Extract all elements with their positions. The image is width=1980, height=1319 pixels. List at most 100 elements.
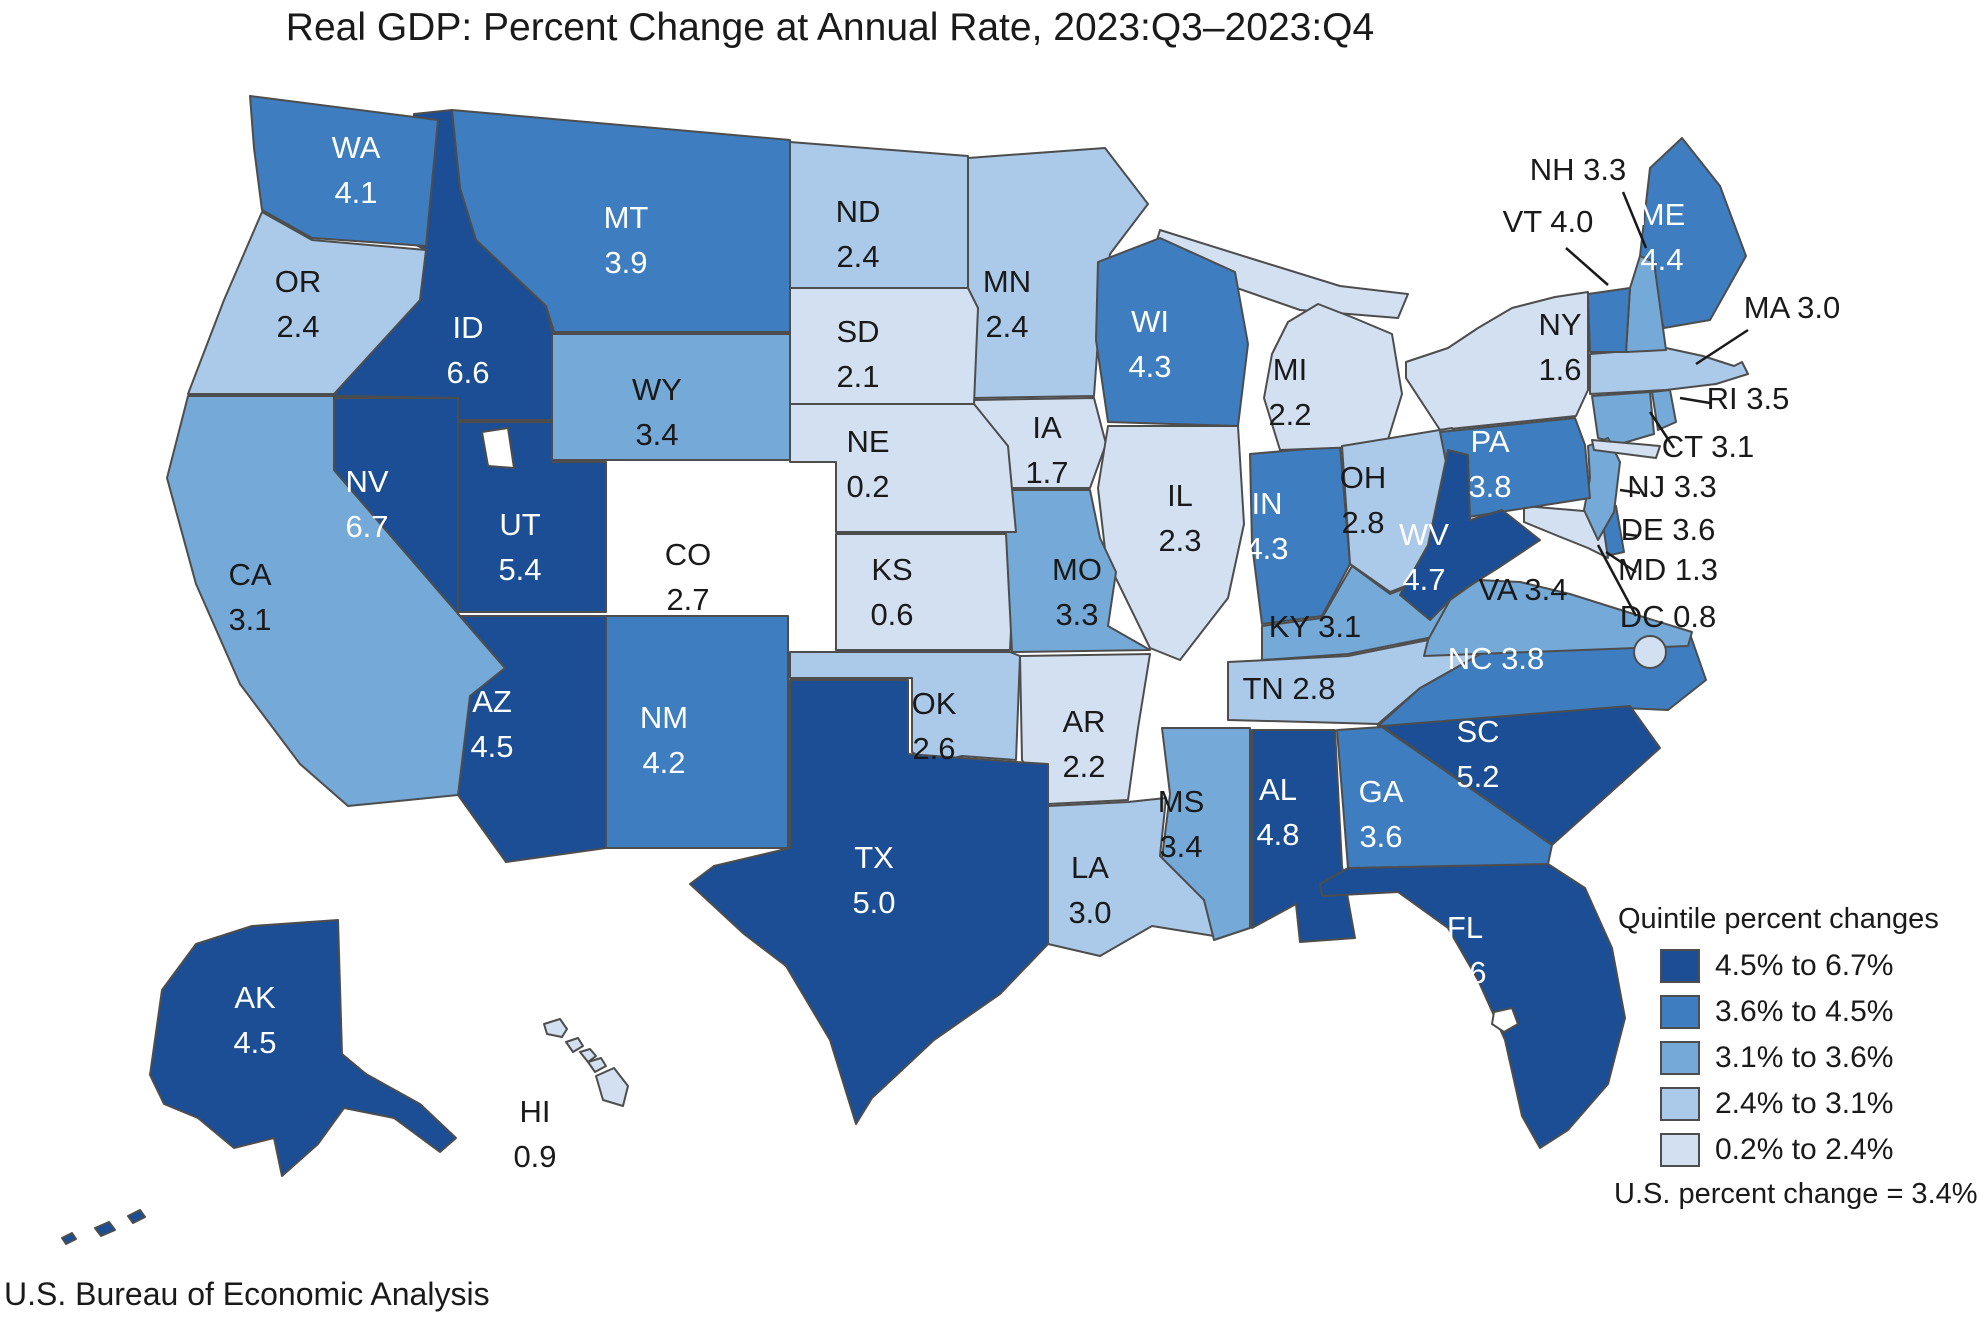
legend-row-q2: 2.4% to 3.1% bbox=[1660, 1086, 1980, 1122]
state-value-AR: 2.2 bbox=[1062, 749, 1105, 784]
state-SD[interactable] bbox=[789, 287, 979, 405]
state-label-SD: SD bbox=[836, 314, 879, 349]
state-label-TX: TX bbox=[854, 840, 894, 875]
state-value-IN: 4.3 bbox=[1245, 531, 1288, 566]
state-value-GA: 3.6 bbox=[1359, 819, 1402, 854]
state-FL[interactable] bbox=[1319, 863, 1626, 1149]
state-NY[interactable] bbox=[1405, 291, 1589, 431]
state-VT[interactable] bbox=[1587, 287, 1631, 353]
state-label-IA: IA bbox=[1032, 410, 1062, 445]
state-label-WA: WA bbox=[332, 130, 381, 165]
state-label-LA: LA bbox=[1071, 850, 1109, 885]
state-WY[interactable] bbox=[551, 333, 791, 461]
state-value-KS: 0.6 bbox=[870, 597, 913, 632]
legend-rows: 4.5% to 6.7% 3.6% to 4.5% 3.1% to 3.6% 2.4%… bbox=[1604, 948, 1980, 1168]
state-label-ID: ID bbox=[453, 310, 484, 345]
state-ME[interactable] bbox=[1639, 137, 1747, 329]
state-label-PA: PA bbox=[1470, 424, 1509, 459]
state-label-WY: WY bbox=[632, 372, 682, 407]
state-HI[interactable] bbox=[595, 1067, 629, 1107]
state-value-CA: 3.1 bbox=[228, 602, 271, 637]
legend-label-q4: 3.6% to 4.5% bbox=[1715, 995, 1894, 1028]
legend-label-q2: 2.4% to 3.1% bbox=[1715, 1087, 1894, 1120]
state-AK[interactable] bbox=[94, 1221, 116, 1237]
state-value-MS: 3.4 bbox=[1159, 829, 1202, 864]
state-value-PA: 3.8 bbox=[1468, 469, 1511, 504]
callout-label-VT: VT 4.0 bbox=[1503, 204, 1594, 239]
state-value-NY: 1.6 bbox=[1538, 352, 1581, 387]
dc-marker bbox=[1633, 635, 1667, 669]
state-NE[interactable] bbox=[789, 403, 1017, 533]
state-value-OK: 2.6 bbox=[912, 731, 955, 766]
state-AK[interactable] bbox=[149, 919, 457, 1177]
state-NY[interactable] bbox=[1591, 439, 1661, 459]
state-label-CO: CO bbox=[665, 537, 712, 572]
legend-row-q3: 3.1% to 3.6% bbox=[1660, 1040, 1980, 1076]
callout-line-DE bbox=[1623, 532, 1639, 538]
legend-swatch-q2 bbox=[1660, 1087, 1700, 1121]
callout-label-DE: DE 3.6 bbox=[1621, 512, 1716, 547]
state-value-AK: 4.5 bbox=[233, 1025, 276, 1060]
state-label-WV: WV bbox=[1399, 517, 1449, 552]
callout-line-RI bbox=[1679, 396, 1711, 405]
state-HI[interactable] bbox=[579, 1048, 597, 1063]
state-WV[interactable] bbox=[1399, 449, 1541, 621]
state-TX[interactable] bbox=[689, 679, 1049, 1125]
legend-row-q5: 4.5% to 6.7% bbox=[1660, 948, 1980, 984]
state-label-MO: MO bbox=[1052, 552, 1102, 587]
state-value-MI: 2.2 bbox=[1268, 397, 1311, 432]
state-OR[interactable] bbox=[187, 211, 427, 395]
state-label-OR: OR bbox=[275, 264, 322, 299]
state-GA[interactable] bbox=[1336, 726, 1553, 869]
state-label-CA: CA bbox=[228, 557, 271, 592]
state-label-KY: KY 3.1 bbox=[1269, 609, 1362, 644]
state-value-WY: 3.4 bbox=[635, 417, 678, 452]
state-value-ID: 6.6 bbox=[446, 355, 489, 390]
state-value-OR: 2.4 bbox=[276, 309, 319, 344]
state-MI[interactable] bbox=[1263, 303, 1403, 451]
state-AR[interactable] bbox=[1019, 653, 1151, 805]
state-MA[interactable] bbox=[1589, 347, 1749, 395]
state-AK[interactable] bbox=[127, 1209, 146, 1224]
legend-title: Quintile percent changes bbox=[1618, 903, 1939, 935]
state-CT[interactable] bbox=[1591, 391, 1655, 445]
state-value-AL: 4.8 bbox=[1256, 817, 1299, 852]
state-TN[interactable] bbox=[1227, 629, 1489, 725]
page-title: Real GDP: Percent Change at Annual Rate,… bbox=[285, 6, 1375, 49]
state-label-IN: IN bbox=[1252, 486, 1283, 521]
state-NM[interactable] bbox=[605, 615, 789, 849]
state-WA[interactable] bbox=[249, 95, 439, 247]
callout-label-RI: RI 3.5 bbox=[1707, 381, 1790, 416]
state-KS[interactable] bbox=[835, 533, 1017, 651]
state-SC[interactable] bbox=[1381, 705, 1661, 846]
state-IL[interactable] bbox=[1097, 425, 1245, 661]
state-HI[interactable] bbox=[543, 1018, 568, 1038]
legend-swatch-q1 bbox=[1660, 1133, 1700, 1167]
state-value-SD: 2.1 bbox=[836, 359, 879, 394]
state-label-FL: FL bbox=[1447, 910, 1483, 945]
state-RI[interactable] bbox=[1651, 389, 1677, 431]
state-HI[interactable] bbox=[587, 1057, 607, 1073]
state-HI[interactable] bbox=[565, 1037, 584, 1053]
state-value-WA: 4.1 bbox=[334, 175, 377, 210]
state-label-AL: AL bbox=[1259, 772, 1297, 807]
state-WI[interactable] bbox=[1095, 237, 1249, 427]
state-label-MN: MN bbox=[983, 264, 1031, 299]
state-label-ME: ME bbox=[1639, 197, 1686, 232]
state-label-NV: NV bbox=[345, 464, 388, 499]
state-MS[interactable] bbox=[1161, 727, 1251, 941]
state-NV[interactable] bbox=[333, 397, 506, 669]
state-value-AZ: 4.5 bbox=[470, 729, 513, 764]
state-label-NM: NM bbox=[640, 700, 688, 735]
state-label-HI: HI bbox=[520, 1094, 551, 1129]
source-attribution: U.S. Bureau of Economic Analysis bbox=[4, 1276, 490, 1312]
state-AK[interactable] bbox=[61, 1232, 77, 1245]
state-value-ND: 2.4 bbox=[836, 239, 879, 274]
state-label-NY: NY bbox=[1538, 307, 1581, 342]
callout-line-DC bbox=[1596, 544, 1638, 617]
state-value-MN: 2.4 bbox=[985, 309, 1028, 344]
state-label-AZ: AZ bbox=[472, 684, 512, 719]
callout-label-MA: MA 3.0 bbox=[1744, 290, 1841, 325]
state-label-UT: UT bbox=[499, 507, 540, 542]
